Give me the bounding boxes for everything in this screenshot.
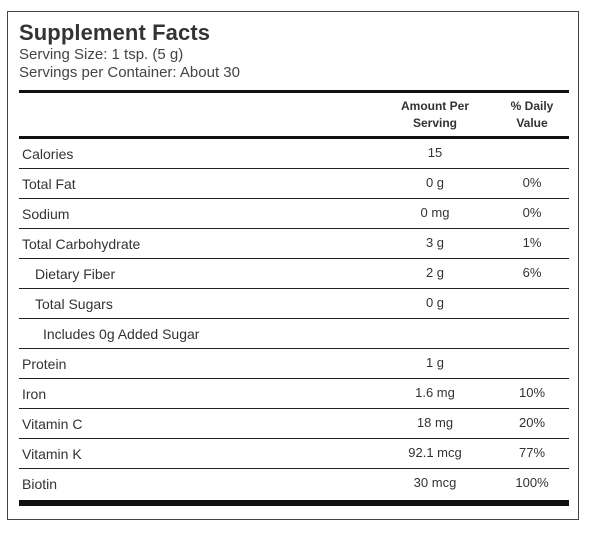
nutrient-row: Calories 15 <box>19 139 569 169</box>
header-rule <box>19 136 569 139</box>
serving-size: Serving Size: 1 tsp. (5 g) <box>19 46 184 63</box>
amount-header-line1: Amount Per <box>400 99 469 113</box>
supplement-facts-panel: Supplement Facts Serving Size: 1 tsp. (5… <box>7 11 579 520</box>
nutrient-daily-value: 20% <box>518 415 546 430</box>
nutrient-name: Calories <box>22 146 74 162</box>
nutrient-daily-value: 6% <box>522 265 542 280</box>
nutrient-name: Dietary Fiber <box>35 266 116 282</box>
nutrient-amount: 0 g <box>425 295 445 310</box>
nutrient-rows: Calories 15 Total Fat 0 g 0% Sodium 0 mg 0% Tota… <box>19 139 569 498</box>
bottom-rule <box>19 500 569 506</box>
nutrient-name: Vitamin K <box>22 446 82 462</box>
nutrient-daily-value: 1% <box>522 235 542 250</box>
nutrient-name: Total Sugars <box>35 296 113 312</box>
servings-per-container: Servings per Container: About 30 <box>19 64 240 81</box>
nutrient-name: Iron <box>22 386 47 402</box>
nutrient-name: Total Carbohydrate <box>22 236 141 252</box>
nutrient-name: Protein <box>22 356 67 372</box>
nutrient-amount: 1.6 mg <box>415 385 455 400</box>
nutrient-daily-value: 100% <box>515 475 549 490</box>
nutrient-amount: 0 g <box>425 175 445 190</box>
nutrient-row: Total Sugars 0 g <box>19 289 569 319</box>
dv-header-line1: % Daily <box>510 99 554 113</box>
nutrient-name: Includes 0g Added Sugar <box>43 326 200 342</box>
nutrient-daily-value: 10% <box>518 385 546 400</box>
top-rule <box>19 90 569 93</box>
nutrient-name: Sodium <box>22 206 70 222</box>
nutrient-daily-value: 0% <box>522 175 542 190</box>
nutrient-table: Amount Per Serving % Daily Value Calorie… <box>19 90 569 506</box>
nutrient-amount: 2 g <box>425 265 445 280</box>
nutrient-daily-value: 77% <box>518 445 546 460</box>
nutrient-daily-value: 0% <box>522 205 542 220</box>
nutrient-row: Total Carbohydrate 3 g 1% <box>19 229 569 259</box>
nutrient-row: Vitamin C 18 mg 20% <box>19 409 569 439</box>
nutrient-row: Biotin 30 mcg 100% <box>19 469 569 498</box>
dv-header-line2: Value <box>516 116 548 130</box>
nutrient-amount: 3 g <box>425 235 445 250</box>
nutrient-amount: 30 mcg <box>413 475 457 490</box>
nutrient-name: Vitamin C <box>22 416 83 432</box>
nutrient-amount: 0 mg <box>420 205 450 220</box>
amount-header-line2: Serving <box>412 116 457 130</box>
amount-per-serving-header: Amount Per Serving <box>375 98 495 132</box>
nutrient-row: Iron 1.6 mg 10% <box>19 379 569 409</box>
nutrient-row: Sodium 0 mg 0% <box>19 199 569 229</box>
nutrient-row: Total Fat 0 g 0% <box>19 169 569 199</box>
nutrient-row: Includes 0g Added Sugar <box>19 319 569 349</box>
daily-value-header: % Daily Value <box>495 98 569 132</box>
nutrient-amount: 15 <box>427 145 443 160</box>
nutrient-row: Dietary Fiber 2 g 6% <box>19 259 569 289</box>
nutrient-row: Protein 1 g <box>19 349 569 379</box>
nutrient-amount: 1 g <box>425 355 445 370</box>
nutrient-row: Vitamin K 92.1 mcg 77% <box>19 439 569 469</box>
label-title: Supplement Facts <box>19 20 211 45</box>
nutrient-amount: 18 mg <box>416 415 454 430</box>
nutrient-name: Total Fat <box>22 176 76 192</box>
table-header: Amount Per Serving % Daily Value <box>19 93 569 136</box>
nutrient-name: Biotin <box>22 476 58 492</box>
nutrient-amount: 92.1 mcg <box>408 445 462 460</box>
